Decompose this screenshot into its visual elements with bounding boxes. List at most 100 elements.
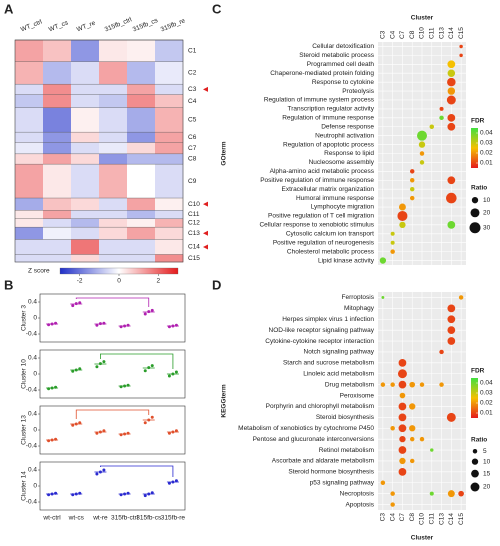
column-label: 315fb_cs <box>132 17 160 34</box>
replicate-dot <box>147 310 151 314</box>
heatmap-cell <box>127 61 156 85</box>
enrichment-dot <box>446 412 456 422</box>
enrichment-dot <box>398 203 406 211</box>
panel-label: B <box>4 277 13 292</box>
term-label: Starch and sucrose metabolism <box>283 360 374 367</box>
term-label: Pentose and glucuronate interconversions <box>253 436 375 443</box>
enrichment-dot <box>390 382 395 387</box>
cluster-label: C9 <box>188 178 197 185</box>
replicate-dot <box>95 323 99 327</box>
enrichment-dot <box>409 425 416 432</box>
enrichment-dot <box>390 502 395 507</box>
replicate-dot <box>171 430 175 434</box>
enrichment-dot <box>447 315 456 324</box>
subplot-frame <box>39 461 186 511</box>
replicate-dot <box>167 325 171 329</box>
heatmap-cell <box>71 132 100 143</box>
enrichment-dot <box>447 304 456 313</box>
heatmap-cell <box>155 61 184 85</box>
term-label: Steroid hormone biosynthesis <box>288 469 374 476</box>
x-axis-label: Cluster <box>411 535 434 542</box>
enrichment-dot <box>398 467 407 476</box>
replicate-dot <box>98 362 102 366</box>
heatmap-cell <box>127 239 156 255</box>
term-label: Regulation of immune system process <box>264 97 375 104</box>
heatmap-cell <box>99 164 128 199</box>
x-tick-label: C13 <box>438 513 445 525</box>
term-label: Steroid metabolic process <box>299 52 375 59</box>
significance-bracket <box>100 353 174 369</box>
enrichment-dot <box>447 77 456 87</box>
enrichment-dot <box>439 382 444 387</box>
replicate-dot <box>143 369 147 373</box>
replicate-dot <box>102 360 106 364</box>
ratio-legend-label: 15 <box>483 470 491 477</box>
heatmap-cell <box>71 153 100 165</box>
heatmap-cell <box>71 164 100 199</box>
y-axis-label: GOterm <box>221 141 228 165</box>
replicate-dot <box>54 437 58 441</box>
ratio-legend-dot <box>470 208 480 218</box>
significance-bracket <box>75 297 150 307</box>
replicate-dot <box>50 492 54 496</box>
enrichment-dot <box>379 257 387 264</box>
cluster-label: C13 <box>188 230 200 237</box>
heatmap-cell <box>99 132 128 143</box>
heatmap-cell <box>99 84 128 95</box>
enrichment-dot <box>409 458 415 464</box>
heatmap-cell <box>43 164 72 199</box>
heatmap-frame <box>14 39 184 263</box>
heatmap-cell <box>99 254 128 263</box>
heatmap-cell <box>71 142 100 155</box>
heatmap-cell <box>43 40 72 62</box>
panel-label: C <box>212 1 222 16</box>
y-tick-label: 0.4 <box>28 299 37 306</box>
replicate-dot <box>78 491 82 495</box>
enrichment-dot <box>446 95 456 105</box>
heatmap-cell <box>43 84 72 95</box>
enrichment-dot <box>447 69 456 77</box>
enrichment-dot <box>399 435 406 443</box>
enrichment-dot <box>459 53 463 58</box>
heatmap-cell <box>155 142 184 155</box>
heatmap-cell <box>43 227 72 240</box>
cluster-label: C12 <box>188 220 200 227</box>
heatmap-cell <box>43 142 72 155</box>
heatmap-cell <box>127 132 156 143</box>
ratio-legend-dot <box>470 482 480 492</box>
subplot-frame <box>39 349 186 399</box>
fdr-tick-label: 0.03 <box>480 140 493 147</box>
heatmap-cell <box>15 227 44 240</box>
term-label: Apoptosis <box>345 501 374 508</box>
enrichment-dot <box>447 87 456 95</box>
enrichment-dot <box>390 231 395 236</box>
cluster-label: C2 <box>188 70 197 77</box>
enrichment-dot <box>409 195 415 201</box>
enrichment-dot <box>458 490 464 497</box>
enrichment-dot <box>446 192 457 204</box>
term-label: Ascorbate and aldarate metabolism <box>272 458 374 465</box>
replicate-dot <box>47 387 51 391</box>
replicate-dot <box>167 374 171 378</box>
replicate-dot <box>78 367 82 371</box>
x-tick-label: C13 <box>438 27 445 39</box>
heatmap-cell <box>15 254 44 263</box>
enrichment-dot <box>418 141 426 148</box>
heatmap-cell <box>127 254 156 263</box>
replicate-dot <box>167 431 171 435</box>
replicate-dot <box>102 429 106 433</box>
heatmap-cell <box>99 218 128 228</box>
replicate-dot <box>78 421 82 425</box>
x-tick-label: C11 <box>428 513 435 525</box>
term-label: Humoral immune response <box>296 195 374 202</box>
subplot-label: Cluster 3 <box>21 305 28 331</box>
heatmap-cell <box>71 94 100 109</box>
replicate-dot <box>74 422 78 426</box>
replicate-dot <box>71 369 75 373</box>
term-label: Herpes simplex virus 1 infection <box>282 316 374 323</box>
term-label: Defense response <box>321 123 374 130</box>
cluster-label: C8 <box>188 156 197 163</box>
term-label: Cytokine-cytokine receptor interaction <box>265 338 374 345</box>
heatmap-cell <box>71 218 100 228</box>
